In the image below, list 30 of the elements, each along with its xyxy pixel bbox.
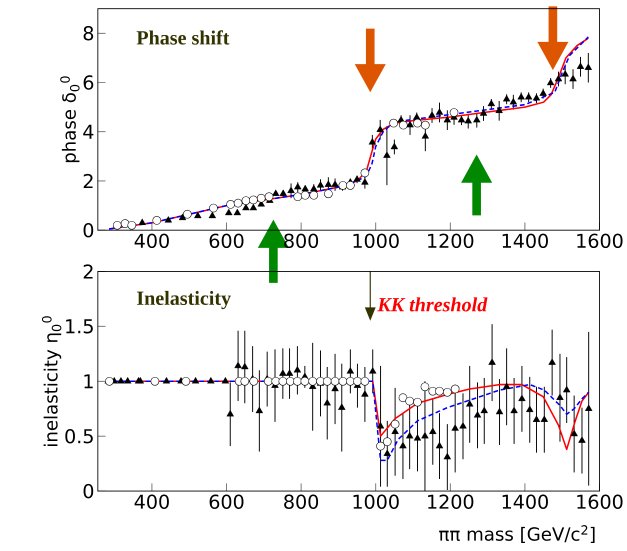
y-tick-label: 2 — [84, 264, 93, 279]
text: Phase shift — [136, 30, 230, 45]
y-tick-label: 1.5 — [66, 319, 93, 334]
x-tick-label: 800 — [284, 494, 318, 510]
y-tick-label: 0.5 — [65, 429, 93, 444]
y-tick-label: 8 — [84, 26, 94, 41]
x-tick-label: 1200 — [428, 494, 474, 510]
x-tick-label: 400 — [134, 234, 169, 248]
y-tick-label: 2 — [84, 174, 93, 188]
y-tick-label: 4 — [83, 124, 94, 139]
x-tick-label: 1000 — [353, 234, 399, 248]
x-tick-label: 600 — [210, 234, 244, 248]
y-tick-label: 0 — [84, 223, 94, 238]
x-tick-label: 600 — [210, 494, 244, 510]
y-tick-label: 6 — [84, 75, 94, 90]
x-tick-label: 1200 — [428, 234, 474, 248]
x-tick-label: 1600 — [577, 234, 623, 248]
x-tick-label: 1000 — [353, 494, 399, 510]
x-tick-label: 400 — [134, 494, 169, 510]
x-tick-label: 800 — [284, 234, 318, 248]
y-tick-label: 0 — [84, 484, 94, 499]
x-tick-label: 1400 — [502, 234, 548, 248]
x-axis-title: ππ mass [GeV/c$^{2}$] — [439, 525, 595, 544]
text: Inelasticity — [137, 291, 231, 310]
y-axis-title: inelasticity η$_{0}$0 — [42, 316, 62, 446]
y-tick-label: 1 — [84, 374, 93, 388]
x-tick-label: 1400 — [502, 494, 548, 510]
x-tick-label: 1600 — [577, 494, 623, 510]
annotation: KK threshold — [377, 298, 488, 312]
y-axis-title: phase δ$_{0}$0 — [60, 76, 80, 162]
